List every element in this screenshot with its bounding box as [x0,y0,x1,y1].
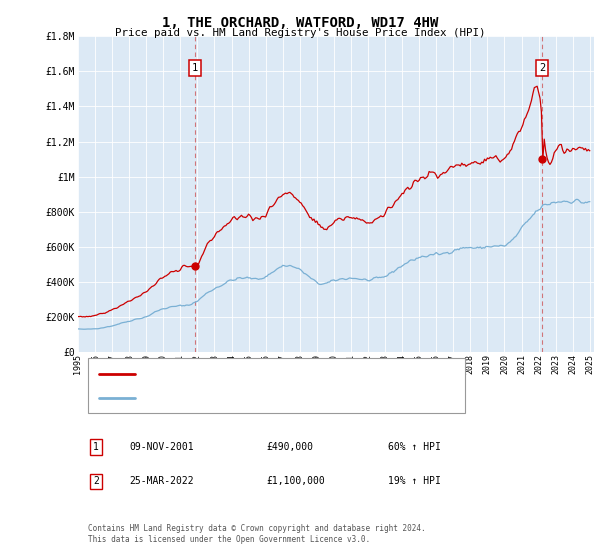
Text: £490,000: £490,000 [266,442,313,452]
Text: 1, THE ORCHARD, WATFORD, WD17 4HW (detached house): 1, THE ORCHARD, WATFORD, WD17 4HW (detac… [145,369,439,379]
Text: 1, THE ORCHARD, WATFORD, WD17 4HW: 1, THE ORCHARD, WATFORD, WD17 4HW [162,16,438,30]
Text: HPI: Average price, detached house, Watford: HPI: Average price, detached house, Watf… [145,393,398,403]
Text: 19% ↑ HPI: 19% ↑ HPI [388,477,440,487]
Text: 2: 2 [93,477,99,487]
Text: 60% ↑ HPI: 60% ↑ HPI [388,442,440,452]
FancyBboxPatch shape [88,358,465,413]
Text: 25-MAR-2022: 25-MAR-2022 [130,477,194,487]
Text: 09-NOV-2001: 09-NOV-2001 [130,442,194,452]
Text: 1: 1 [93,442,99,452]
Text: £1,100,000: £1,100,000 [266,477,325,487]
Text: 2: 2 [539,63,545,73]
Text: Contains HM Land Registry data © Crown copyright and database right 2024.
This d: Contains HM Land Registry data © Crown c… [88,524,426,544]
Text: 1: 1 [192,63,199,73]
Text: Price paid vs. HM Land Registry's House Price Index (HPI): Price paid vs. HM Land Registry's House … [115,28,485,38]
